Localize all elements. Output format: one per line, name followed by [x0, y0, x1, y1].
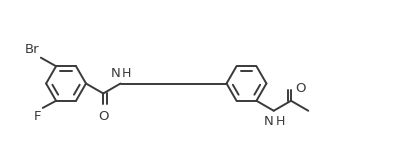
- Text: N: N: [110, 67, 120, 80]
- Text: H: H: [122, 67, 131, 80]
- Text: N: N: [263, 115, 273, 128]
- Text: H: H: [276, 115, 285, 128]
- Text: O: O: [98, 110, 109, 123]
- Text: O: O: [295, 82, 305, 95]
- Text: F: F: [33, 110, 41, 123]
- Text: Br: Br: [24, 43, 39, 56]
